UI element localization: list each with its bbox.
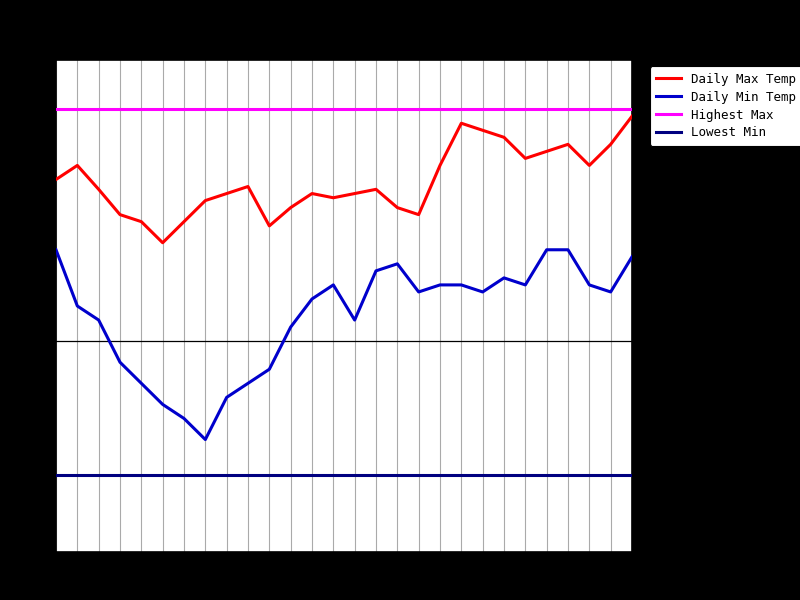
Daily Max Temp [94, 186, 103, 193]
Daily Min Temp [478, 289, 487, 296]
Daily Max Temp [286, 204, 295, 211]
Daily Min Temp [73, 302, 82, 310]
Line: Daily Min Temp: Daily Min Temp [56, 250, 632, 440]
Daily Min Temp [286, 323, 295, 331]
Highest Max [30, 106, 39, 113]
Daily Min Temp [201, 436, 210, 443]
Daily Min Temp [222, 394, 231, 401]
Daily Max Temp [393, 204, 402, 211]
Daily Min Temp [243, 380, 253, 387]
Daily Min Temp [179, 415, 189, 422]
Daily Max Temp [563, 141, 573, 148]
Daily Min Temp [94, 316, 103, 323]
Daily Max Temp [137, 218, 146, 225]
Daily Max Temp [457, 119, 466, 127]
Daily Max Temp [478, 127, 487, 134]
Daily Min Temp [521, 281, 530, 289]
Daily Max Temp [627, 113, 637, 120]
Daily Min Temp [457, 281, 466, 289]
Daily Max Temp [265, 222, 274, 229]
Daily Min Temp [158, 401, 167, 408]
Daily Min Temp [350, 316, 359, 323]
Daily Max Temp [51, 176, 61, 183]
Daily Max Temp [606, 141, 615, 148]
Daily Max Temp [158, 239, 167, 247]
Line: Daily Max Temp: Daily Max Temp [56, 116, 632, 243]
Daily Max Temp [307, 190, 317, 197]
Daily Min Temp [435, 281, 445, 289]
Daily Max Temp [243, 183, 253, 190]
Legend: Daily Max Temp, Daily Min Temp, Highest Max, Lowest Min: Daily Max Temp, Daily Min Temp, Highest … [650, 66, 800, 146]
Daily Max Temp [329, 194, 338, 202]
Daily Min Temp [542, 246, 551, 253]
Daily Max Temp [585, 162, 594, 169]
Daily Min Temp [606, 289, 615, 296]
Daily Max Temp [542, 148, 551, 155]
Daily Min Temp [499, 274, 509, 281]
Highest Max [51, 106, 61, 113]
Daily Min Temp [329, 281, 338, 289]
Lowest Min [30, 471, 39, 478]
Daily Max Temp [201, 197, 210, 204]
Daily Max Temp [521, 155, 530, 162]
Daily Max Temp [350, 190, 359, 197]
Daily Min Temp [414, 289, 423, 296]
Daily Max Temp [222, 190, 231, 197]
Daily Min Temp [627, 253, 637, 260]
Daily Max Temp [499, 134, 509, 141]
Daily Min Temp [585, 281, 594, 289]
Daily Max Temp [115, 211, 125, 218]
Daily Min Temp [563, 246, 573, 253]
Daily Max Temp [414, 211, 423, 218]
Daily Min Temp [393, 260, 402, 268]
Daily Min Temp [51, 246, 61, 253]
Daily Min Temp [115, 359, 125, 366]
Daily Max Temp [179, 218, 189, 225]
Daily Min Temp [137, 380, 146, 387]
Daily Min Temp [371, 267, 381, 274]
Lowest Min [51, 471, 61, 478]
Daily Max Temp [73, 162, 82, 169]
Daily Max Temp [435, 162, 445, 169]
Daily Min Temp [265, 365, 274, 373]
Daily Min Temp [307, 295, 317, 302]
Daily Max Temp [371, 186, 381, 193]
